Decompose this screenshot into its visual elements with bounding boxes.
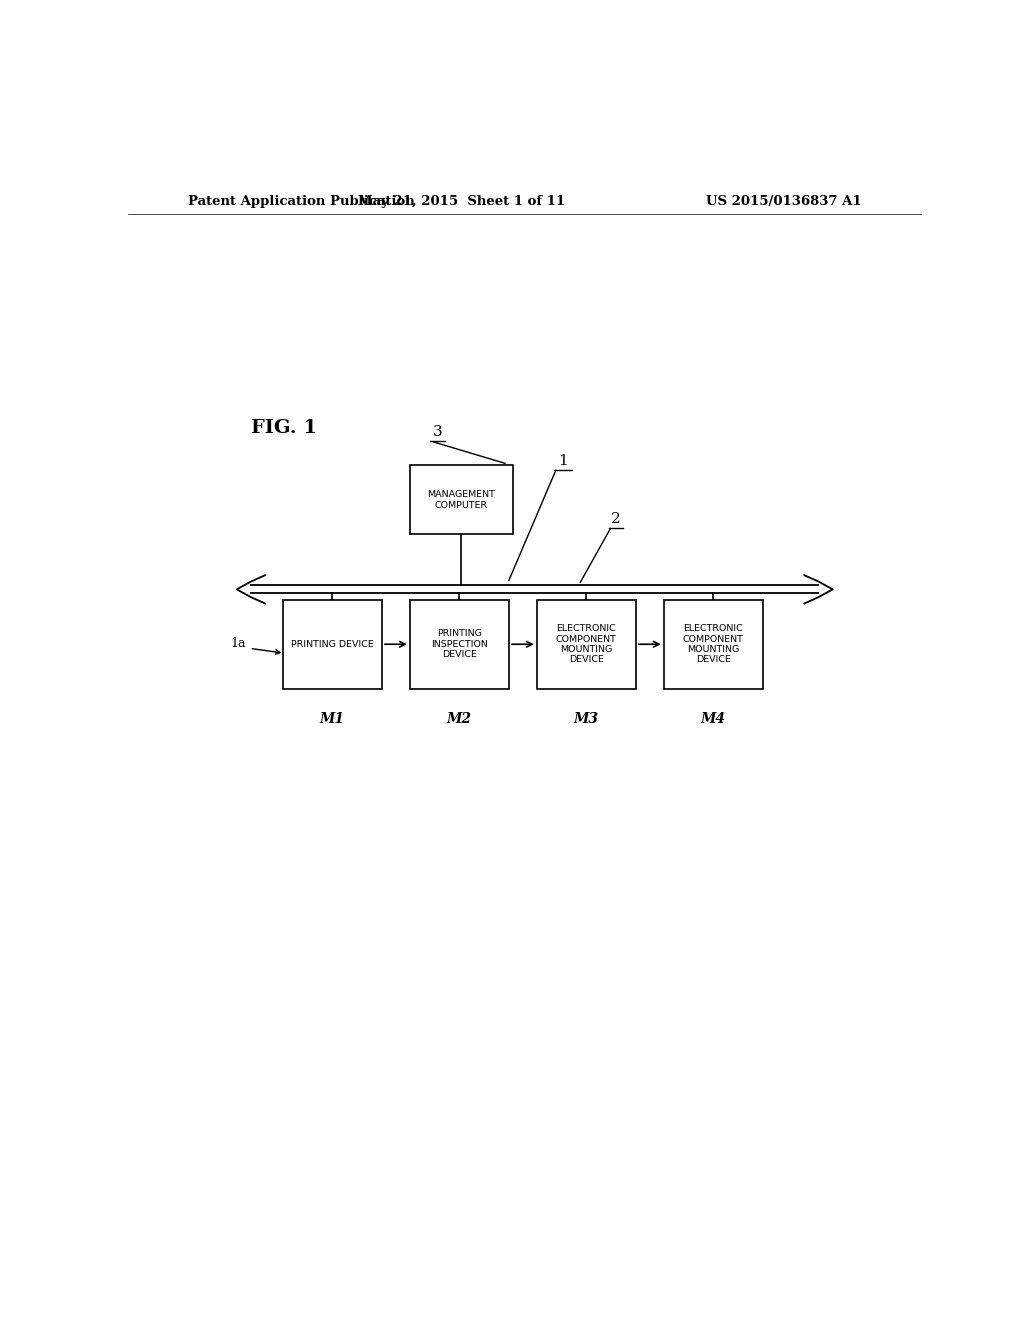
Text: PRINTING
INSPECTION
DEVICE: PRINTING INSPECTION DEVICE [431,630,487,659]
Text: PRINTING DEVICE: PRINTING DEVICE [291,640,374,648]
Bar [410,466,513,535]
Bar [664,599,763,689]
Text: US 2015/0136837 A1: US 2015/0136837 A1 [707,194,862,207]
Text: 1a: 1a [230,636,246,649]
Text: ELECTRONIC
COMPONENT
MOUNTING
DEVICE: ELECTRONIC COMPONENT MOUNTING DEVICE [556,624,616,664]
Text: M3: M3 [573,713,599,726]
Text: MANAGEMENT
COMPUTER: MANAGEMENT COMPUTER [427,490,496,510]
Bar [410,599,509,689]
Bar [283,599,382,689]
Text: 1: 1 [558,454,567,469]
Text: M1: M1 [319,713,345,726]
Text: M4: M4 [700,713,726,726]
Text: 2: 2 [611,512,621,527]
Text: 3: 3 [433,425,442,440]
Text: ELECTRONIC
COMPONENT
MOUNTING
DEVICE: ELECTRONIC COMPONENT MOUNTING DEVICE [683,624,743,664]
Text: FIG. 1: FIG. 1 [251,418,317,437]
Text: Patent Application Publication: Patent Application Publication [187,194,415,207]
Text: M2: M2 [446,713,472,726]
Bar [537,599,636,689]
Text: May 21, 2015  Sheet 1 of 11: May 21, 2015 Sheet 1 of 11 [357,194,565,207]
